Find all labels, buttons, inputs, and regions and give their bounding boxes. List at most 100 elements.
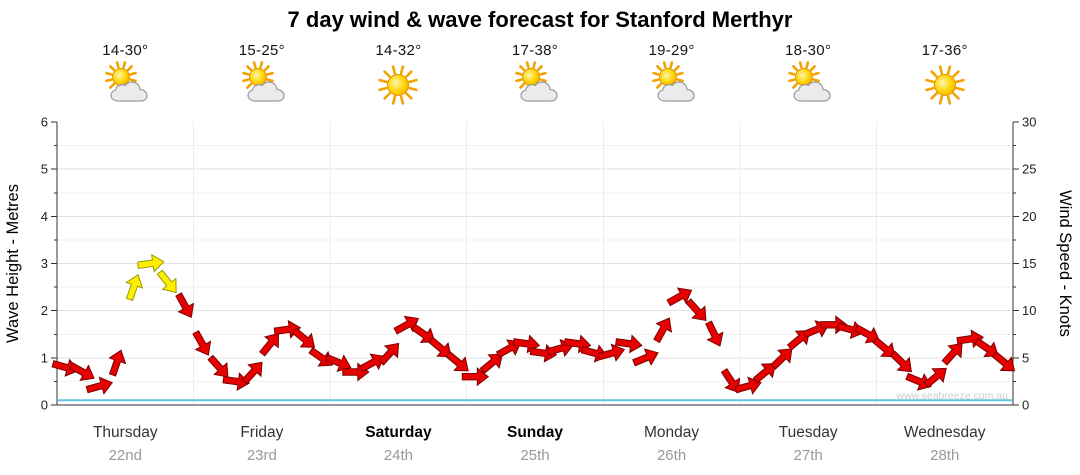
left-tick-label: 1 (41, 350, 48, 365)
right-tick-label: 15 (1022, 256, 1036, 271)
sun-ray (525, 61, 530, 69)
wind-arrow (872, 336, 896, 358)
axis-and-day-labels: 0 1 2 3 4 5 6 0 5 10 15 20 25 30 Wave Height - Metres W… (4, 115, 1074, 465)
wind-arrow (125, 274, 144, 302)
wind-arrow (68, 362, 95, 382)
sun-ray (378, 86, 389, 92)
weather-icon-wrap (57, 61, 194, 111)
sun-ray (405, 92, 414, 100)
date-label: 28th (930, 447, 959, 464)
left-tick-label: 0 (41, 398, 48, 413)
day-label: Sunday (507, 424, 563, 441)
sun-ray (515, 78, 523, 83)
weather-icon-wrap (876, 61, 1013, 111)
sun-ray (539, 78, 547, 83)
partly-cloudy-icon (788, 61, 831, 102)
sun-ray (951, 70, 960, 78)
day-header-monday: 19-29° (603, 42, 740, 111)
cloud-shape (793, 81, 831, 102)
sun-ray (392, 65, 397, 75)
wind-arrow (974, 337, 999, 358)
sun-ray (259, 61, 264, 69)
wind-arrow (666, 287, 693, 307)
sun-ray (105, 71, 113, 76)
wind-arrow (854, 324, 880, 344)
sun-ray (662, 61, 667, 69)
wind-arrow (259, 332, 280, 357)
wind-arrow (991, 351, 1016, 372)
wind-arrow (241, 361, 263, 385)
sun-ray (519, 65, 526, 72)
wind-arrow (653, 317, 673, 344)
sun-ray (109, 82, 116, 89)
wind-arrow (786, 330, 811, 351)
wind-arrow (479, 353, 503, 375)
date-label: 27th (794, 447, 823, 464)
wind-arrow (192, 330, 212, 356)
sun-ray (405, 70, 414, 78)
sun-ray (673, 65, 680, 72)
day-header-wednesday: 17-36° (876, 42, 1013, 111)
wind-arrow (941, 342, 963, 366)
day-label: Tuesday (779, 424, 838, 441)
right-tick-label: 30 (1022, 115, 1036, 130)
wind-arrow (445, 351, 469, 372)
wind-arrow (632, 348, 659, 367)
wind-arrow (378, 342, 400, 366)
right-tick-label: 10 (1022, 303, 1036, 318)
left-tick-label: 6 (41, 115, 48, 130)
sun-ray (266, 78, 274, 83)
sunny-icon (378, 65, 419, 105)
sun-ray (938, 95, 943, 105)
partly-cloudy-icon (515, 61, 558, 102)
wind-arrow (108, 349, 127, 377)
temperature-range: 18-30° (785, 42, 832, 59)
weather-icon-wrap (603, 61, 740, 111)
sun-ray (129, 71, 138, 76)
sun-ray (812, 78, 820, 83)
day-header-friday: 15-25° (194, 42, 331, 111)
temperature-range: 17-38° (511, 42, 559, 59)
sun-ray (400, 65, 405, 75)
sun-ray (539, 71, 547, 76)
sun-ray (383, 70, 392, 78)
sun-ray (930, 70, 938, 78)
wind-arrow (410, 323, 436, 343)
wind-arrow-series (51, 253, 1016, 395)
wind-arrow (291, 327, 316, 348)
wind-arrow (137, 253, 165, 273)
temperature-range: 15-25° (238, 42, 285, 59)
wind-arrow (85, 376, 114, 395)
sun-ray (809, 65, 817, 72)
sun-ray (788, 71, 796, 76)
sun-ray (655, 82, 662, 89)
sun-disc (933, 74, 956, 96)
right-tick-label: 0 (1022, 398, 1029, 413)
left-tick-label: 3 (41, 256, 48, 271)
right-tick-label: 5 (1022, 350, 1029, 365)
day-label: Friday (240, 424, 283, 441)
date-label: 24th (384, 447, 413, 464)
wind-arrow (428, 336, 452, 358)
sun-ray (792, 65, 799, 72)
sun-ray (400, 95, 405, 105)
sun-ray (266, 71, 274, 76)
wind-arrow (175, 292, 195, 318)
day-label: Wednesday (904, 424, 986, 441)
date-label: 26th (657, 447, 686, 464)
right-tick-label: 25 (1022, 162, 1036, 177)
wind-arrow (597, 343, 626, 362)
day-header-saturday: 14-32° (330, 42, 467, 111)
sun-ray (675, 78, 684, 83)
temperature-range: 17-36° (921, 42, 968, 59)
day-headers: 14-30° 15-25° 14-32° 17-38° 19-29° 18-30° 17-3… (0, 0, 1080, 120)
sun-ray (675, 71, 684, 76)
weather-icon-wrap (740, 61, 877, 111)
day-header-sunday: 17-38° (467, 42, 604, 111)
partly-cloudy-icon (105, 61, 148, 102)
wind-arrow (51, 358, 79, 377)
sun-ray (245, 65, 253, 72)
date-label: 23rd (247, 447, 277, 464)
